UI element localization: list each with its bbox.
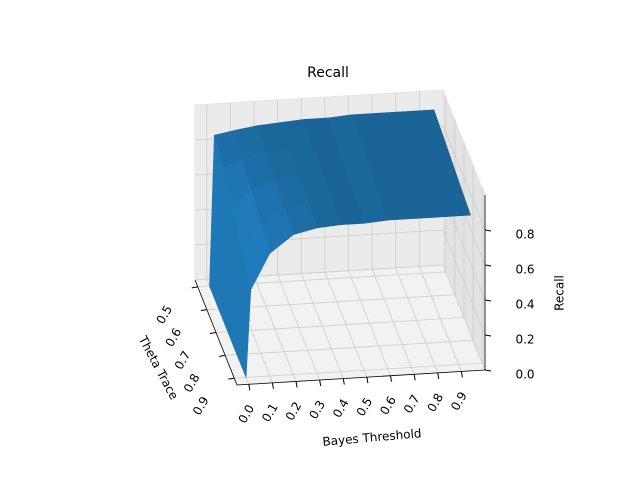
grid-line [442, 264, 486, 371]
tick-mark [366, 377, 369, 384]
grid-line [225, 339, 474, 356]
x-tick-label: 0.9 [448, 389, 470, 413]
x-tick-label: 0.5 [354, 395, 376, 419]
z-axis-title: Recall [553, 275, 567, 311]
tick-mark [319, 379, 322, 387]
grid-line [442, 229, 486, 336]
x-tick-label: 0.8 [424, 391, 446, 415]
y-tick-label: 0.7 [172, 348, 194, 372]
tick-mark [191, 286, 198, 289]
z-tick-label: 0.2 [515, 333, 534, 347]
tick-mark [248, 384, 251, 391]
z-tick-label: 0.4 [515, 298, 534, 312]
tick-mark [228, 377, 235, 380]
tick-mark [484, 299, 492, 302]
y-tick-label: 0.5 [153, 303, 175, 327]
x-tick-label: 0.6 [377, 394, 399, 418]
x-axis-line [236, 369, 486, 386]
tick-mark [484, 369, 492, 372]
y-axis-line [194, 279, 238, 386]
tick-mark [437, 372, 440, 379]
z-tick-label: 0.6 [515, 263, 534, 277]
tick-mark [342, 378, 345, 385]
tick-mark [484, 229, 492, 232]
tick-mark [209, 332, 217, 334]
tick-mark [219, 354, 226, 357]
x-tick-label: 0.2 [283, 399, 305, 423]
tick-mark [484, 264, 492, 267]
y-tick-label: 0.6 [163, 326, 185, 350]
tick-mark [390, 375, 393, 382]
grid-line [215, 317, 465, 333]
y-tick-label: 0.9 [190, 394, 212, 418]
x-tick-label: 0.3 [306, 398, 328, 422]
y-tick-label: 0.8 [181, 371, 203, 395]
x-tick-label: 0.0 [236, 402, 258, 426]
tick-mark [271, 382, 274, 389]
chart-title: Recall [307, 65, 349, 81]
x-tick-label: 0.1 [259, 401, 281, 425]
z-tick-label: 0.0 [515, 368, 534, 382]
tick-mark [484, 334, 492, 337]
grid-line [442, 124, 486, 231]
tick-mark [460, 371, 463, 378]
grid-line [234, 362, 483, 379]
z-tick-label: 0.8 [515, 228, 534, 242]
x-tick-label: 0.4 [330, 397, 352, 421]
x-axis-title: Bayes Threshold [322, 426, 422, 449]
tick-mark [413, 374, 416, 381]
surface-patch [236, 249, 252, 378]
x-tick-label: 0.7 [401, 392, 423, 416]
tick-mark [200, 309, 207, 312]
tick-mark [295, 381, 298, 388]
